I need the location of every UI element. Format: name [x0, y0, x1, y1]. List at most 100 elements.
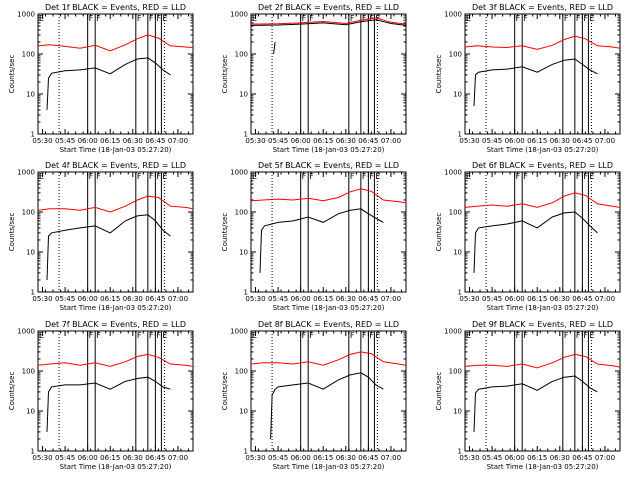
- x-tick-label: 05:30: [32, 137, 52, 145]
- flag-label: E: [375, 331, 380, 340]
- x-tick-label: 06:00: [78, 137, 98, 145]
- chart-title: Det 1f BLACK = Events, RED = LLD: [45, 3, 186, 12]
- x-tick-label: 05:30: [245, 454, 265, 462]
- y-axis-label: Counts/sec: [221, 55, 229, 94]
- y-tick-label: 1000: [444, 328, 462, 336]
- events-series-line: [473, 211, 598, 273]
- x-tick-label: 06:45: [145, 295, 165, 303]
- flag-label: F: [137, 172, 142, 181]
- y-axis-label: Counts/sec: [8, 372, 16, 411]
- chart-panel: Det 6f BLACK = Events, RED = LLD 1 10 100 10…: [435, 161, 621, 312]
- flag-label: F: [149, 14, 154, 23]
- flag-label: F: [576, 172, 581, 181]
- x-tick-label: 06:15: [527, 295, 547, 303]
- y-tick-label: 100: [235, 209, 248, 217]
- flag-label: F: [309, 172, 314, 181]
- y-tick-label: 1: [244, 131, 248, 139]
- x-tick-label: 05:45: [55, 295, 75, 303]
- flag-label: E: [466, 14, 471, 23]
- flag-label: E: [589, 331, 594, 340]
- y-tick-label: 100: [22, 368, 35, 376]
- x-tick-label: 06:00: [78, 295, 98, 303]
- x-tick-label: 06:45: [358, 137, 378, 145]
- y-tick-label: 10: [239, 408, 248, 416]
- x-tick-label: 05:45: [268, 454, 288, 462]
- flag-label: F: [89, 14, 94, 23]
- flag-label: E: [162, 331, 167, 340]
- flag-label: E: [39, 331, 44, 340]
- y-tick-label: 1000: [230, 11, 248, 19]
- plot-frame: [464, 13, 621, 135]
- x-tick-label: 05:45: [482, 295, 502, 303]
- flag-label: F: [523, 331, 528, 340]
- x-tick-label: 06:15: [100, 137, 120, 145]
- flag-label: F: [137, 331, 142, 340]
- flag-label: F: [523, 14, 528, 23]
- chart-title: Det 4f BLACK = Events, RED = LLD: [45, 161, 186, 170]
- plot-frame: [250, 13, 407, 135]
- x-tick-label: 05:30: [32, 295, 52, 303]
- events-series-line: [46, 214, 171, 281]
- events-series-line: [259, 208, 384, 273]
- x-tick-label: 06:45: [145, 137, 165, 145]
- flag-label: E: [375, 172, 380, 181]
- x-tick-label: 06:00: [505, 137, 525, 145]
- y-tick-label: 1000: [17, 11, 35, 19]
- lld-series-line: [250, 17, 407, 25]
- events-series-line: [273, 41, 276, 55]
- y-tick-label: 1: [458, 448, 462, 456]
- y-tick-label: 100: [235, 51, 248, 59]
- x-tick-label: 06:30: [123, 295, 143, 303]
- x-tick-label: 05:45: [55, 137, 75, 145]
- flag-label: F: [89, 172, 94, 181]
- flag-label: F: [96, 172, 101, 181]
- flag-label: E: [39, 172, 44, 181]
- y-tick-label: 10: [239, 91, 248, 99]
- lld-series-line: [464, 353, 621, 369]
- x-axis-label: Start Time (18-Jan-03 05:27:20): [487, 304, 599, 312]
- flag-label: F: [89, 331, 94, 340]
- x-tick-label: 07:00: [381, 295, 401, 303]
- x-axis-label: Start Time (18-Jan-03 05:27:20): [60, 146, 172, 154]
- flag-label: F: [350, 172, 355, 181]
- y-axis-label: Counts/sec: [435, 372, 443, 411]
- plot-frame: [37, 13, 194, 135]
- x-tick-label: 05:30: [459, 137, 479, 145]
- x-axis-label: Start Time (18-Jan-03 05:27:20): [487, 463, 599, 471]
- lld-series-line: [250, 188, 407, 204]
- x-tick-label: 07:00: [595, 295, 615, 303]
- flag-label: F: [516, 14, 521, 23]
- flag-label: F: [309, 14, 314, 23]
- x-tick-label: 06:00: [291, 295, 311, 303]
- flag-label: F: [583, 331, 588, 340]
- flag-label: F: [156, 172, 161, 181]
- flag-label: F: [137, 14, 142, 23]
- x-tick-label: 05:45: [268, 295, 288, 303]
- y-tick-label: 1000: [444, 169, 462, 177]
- flag-label: F: [149, 331, 154, 340]
- flag-label: F: [362, 331, 367, 340]
- flag-label: F: [516, 172, 521, 181]
- x-tick-label: 05:45: [482, 454, 502, 462]
- flag-label: E: [466, 172, 471, 181]
- x-tick-label: 06:30: [336, 137, 356, 145]
- x-tick-label: 06:45: [572, 295, 592, 303]
- chart-title: Det 9f BLACK = Events, RED = LLD: [472, 320, 613, 329]
- chart-panel: Det 2f BLACK = Events, RED = LLD 1 10 100 10…: [221, 3, 407, 154]
- y-tick-label: 10: [453, 91, 462, 99]
- x-axis-label: Start Time (18-Jan-03 05:27:20): [273, 304, 385, 312]
- plot-frame: [250, 330, 407, 452]
- y-axis-label: Counts/sec: [221, 213, 229, 252]
- flag-label: F: [350, 14, 355, 23]
- x-tick-label: 06:45: [572, 137, 592, 145]
- flag-label: E: [162, 172, 167, 181]
- flag-label: F: [302, 331, 307, 340]
- x-tick-label: 06:30: [336, 454, 356, 462]
- flag-label: E: [466, 331, 471, 340]
- x-tick-label: 06:45: [358, 454, 378, 462]
- plot-frame: [37, 330, 194, 452]
- plot-frame: [464, 330, 621, 452]
- x-tick-label: 06:45: [358, 295, 378, 303]
- events-series-line: [473, 375, 598, 432]
